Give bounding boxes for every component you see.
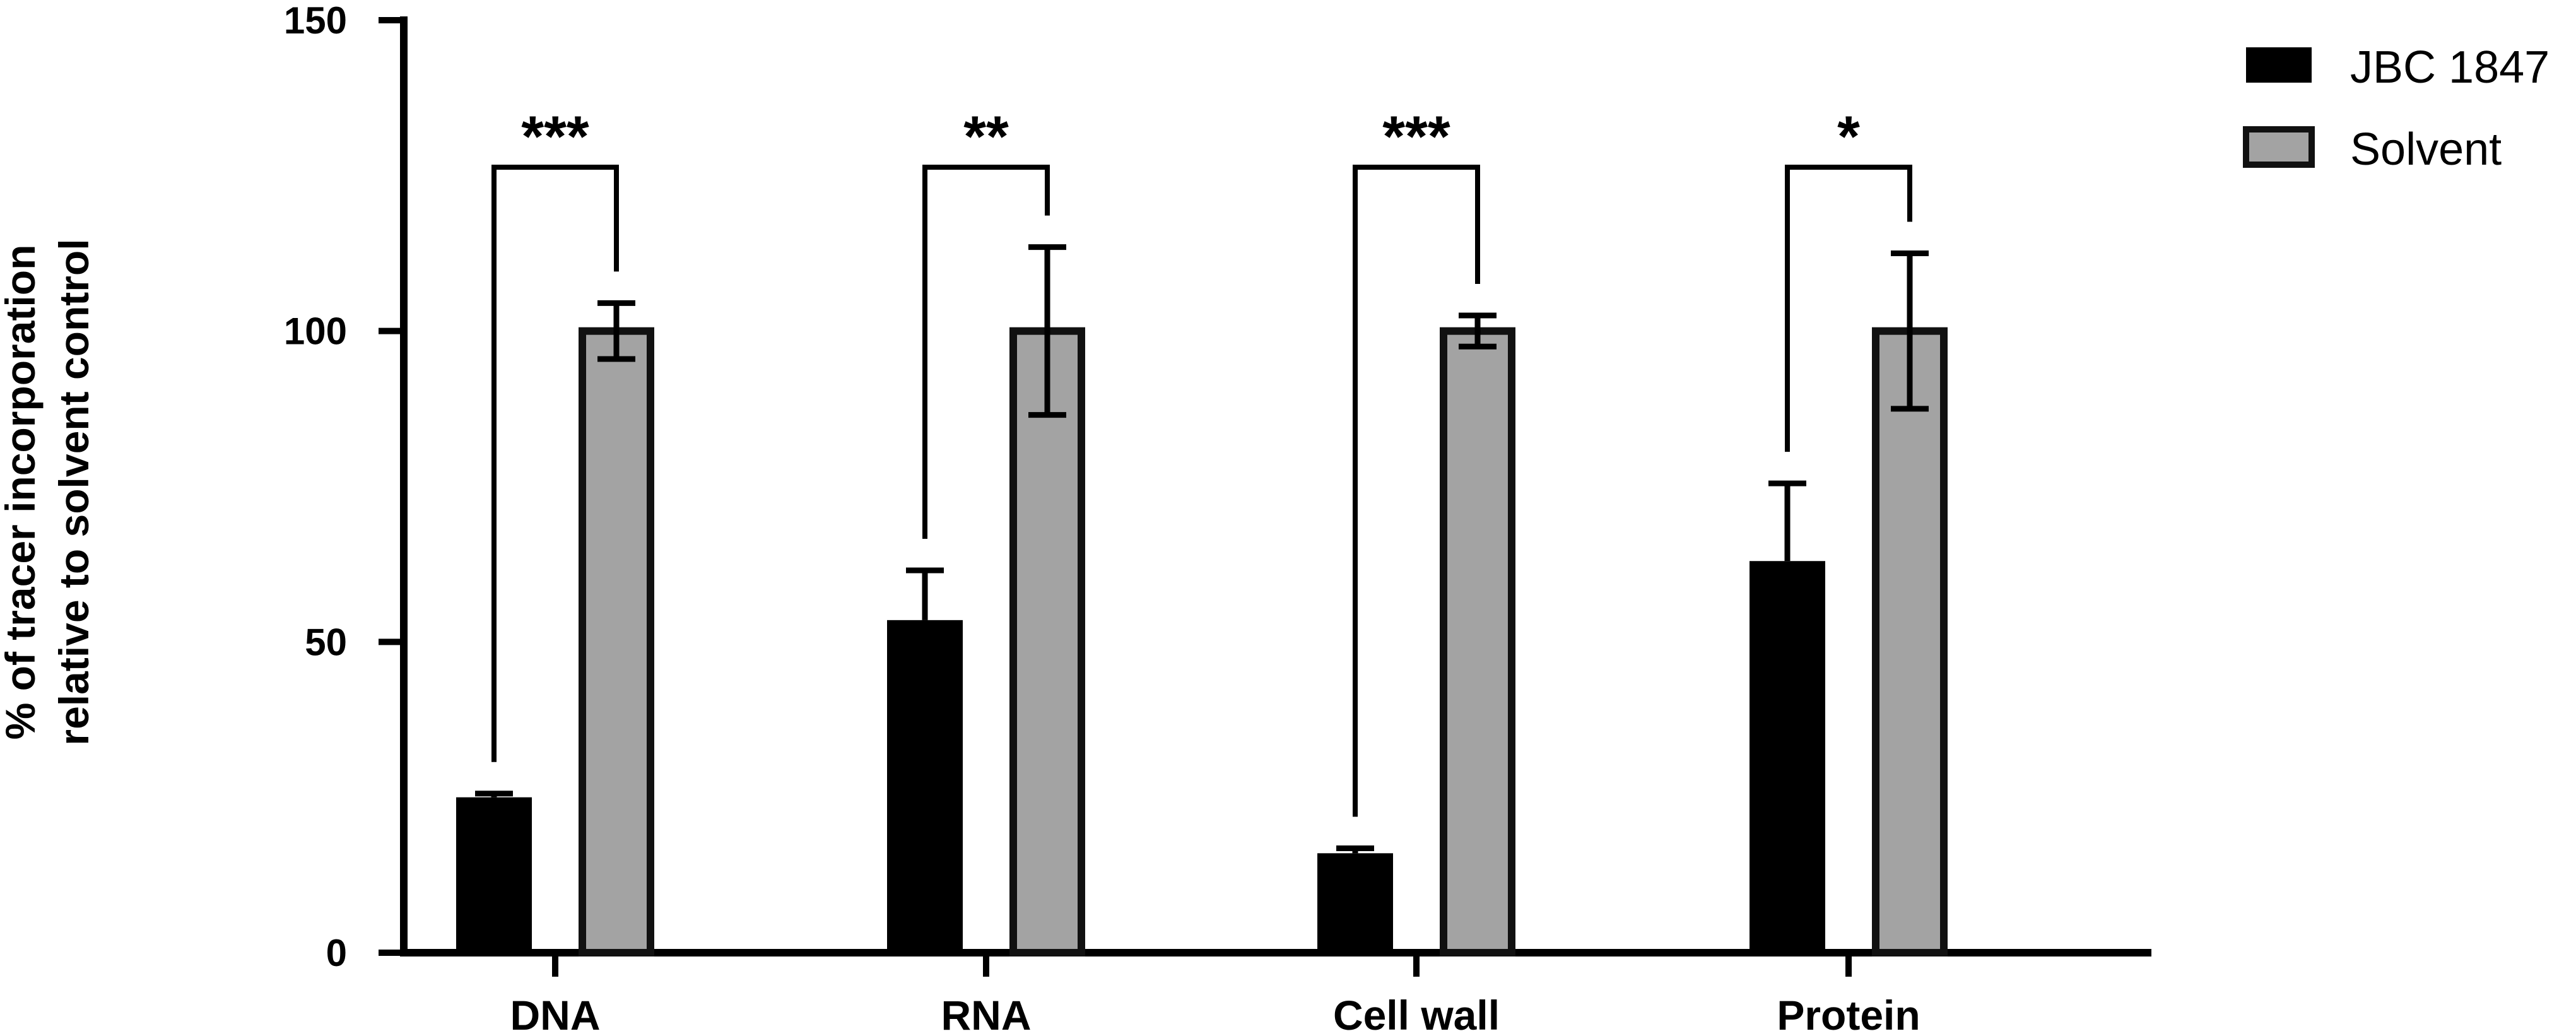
x-tick-label: DNA bbox=[510, 992, 601, 1036]
significance-label: ** bbox=[963, 105, 1009, 169]
bar-jbc1847 bbox=[1317, 853, 1393, 953]
bar-jbc1847 bbox=[1750, 561, 1825, 953]
x-tick-label: Cell wall bbox=[1333, 992, 1500, 1036]
y-tick-label: 100 bbox=[284, 310, 347, 353]
significance-bracket bbox=[1353, 165, 1480, 817]
significance-bracket bbox=[922, 165, 1050, 539]
bar-solvent bbox=[579, 327, 654, 957]
plot-area: 0 50 100 150 DNA *** RNA ** Cell wall *** Protein * bbox=[284, 0, 2151, 1036]
significance-bracket bbox=[491, 165, 619, 762]
bar-solvent bbox=[1872, 327, 1948, 957]
y-tick-label: 50 bbox=[305, 621, 347, 663]
legend-swatch-solvent bbox=[2243, 126, 2315, 168]
y-tick-label: 150 bbox=[284, 0, 347, 42]
bar-jbc1847 bbox=[887, 620, 963, 953]
y-axis-label-line-1: % of tracer incorporation bbox=[0, 245, 44, 740]
significance-label: *** bbox=[1382, 105, 1450, 169]
x-tick-label: RNA bbox=[941, 992, 1032, 1036]
y-tick-label: 0 bbox=[326, 932, 347, 974]
bar-solvent bbox=[1440, 327, 1515, 957]
legend: JBC 1847 Solvent bbox=[2243, 42, 2550, 175]
legend-swatch-jbc1847 bbox=[2246, 47, 2312, 83]
y-axis-label-line-2: relative to solvent control bbox=[50, 238, 97, 745]
bar-jbc1847 bbox=[456, 797, 532, 953]
legend-label: Solvent bbox=[2350, 124, 2502, 175]
significance-label: * bbox=[1837, 105, 1860, 169]
significance-label: *** bbox=[521, 105, 589, 169]
bar-solvent bbox=[1009, 327, 1085, 957]
legend-label: JBC 1847 bbox=[2350, 42, 2550, 93]
y-axis-label: % of tracer incorporation relative to so… bbox=[0, 238, 97, 745]
significance-bracket bbox=[1785, 165, 1912, 452]
x-tick-label: Protein bbox=[1777, 992, 1920, 1036]
